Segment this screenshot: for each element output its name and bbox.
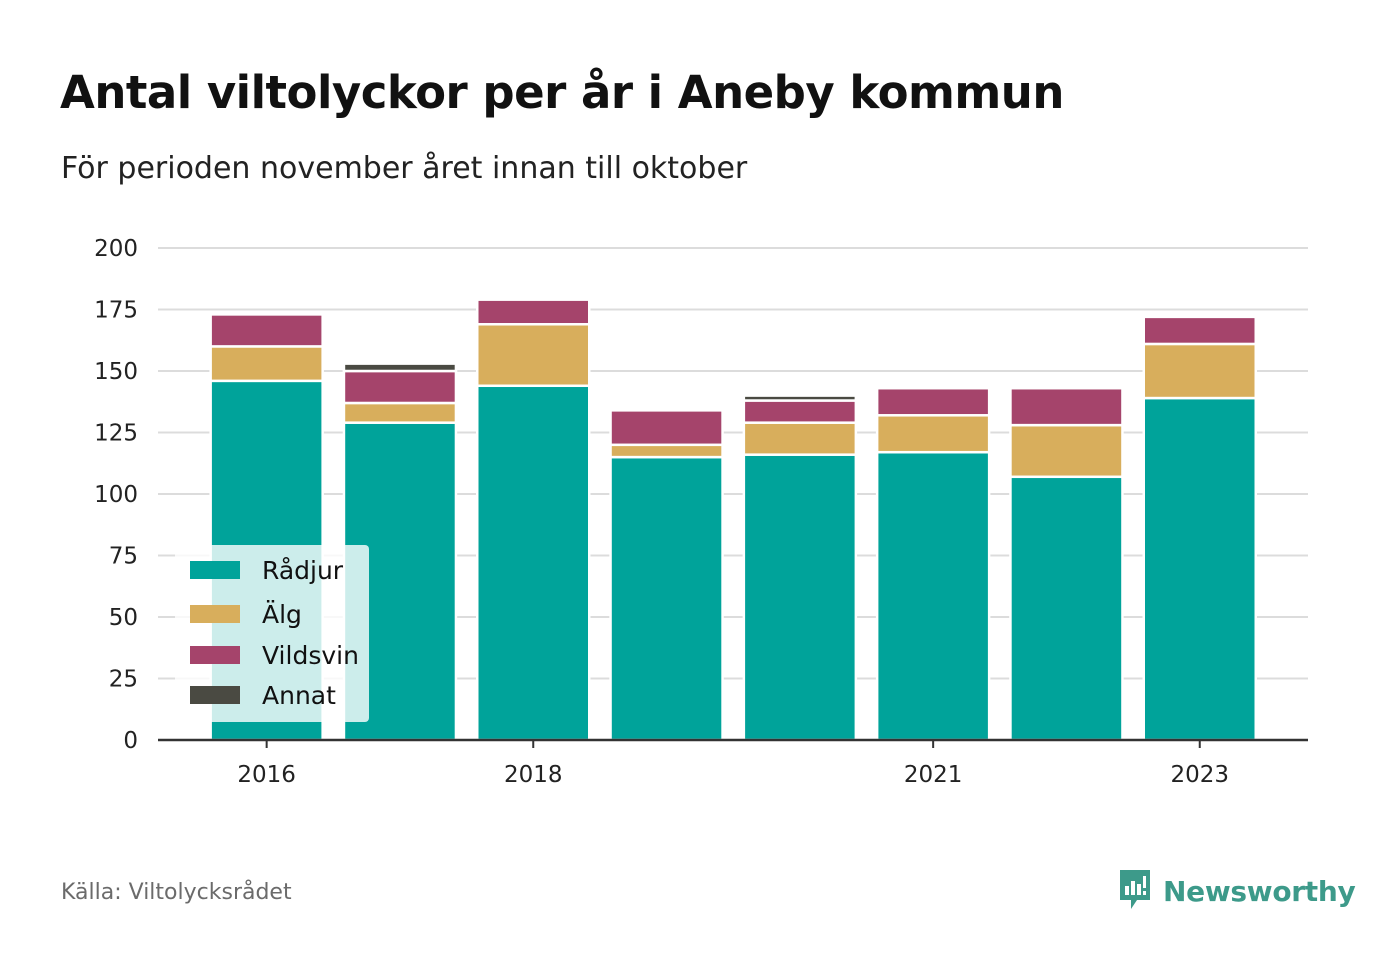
- bar-segment-vildsvin[interactable]: [1009, 386, 1124, 427]
- legend-label[interactable]: Annat: [262, 681, 336, 710]
- bar-segment-älg[interactable]: [742, 421, 858, 456]
- bar-segment-annat[interactable]: [742, 394, 858, 402]
- x-tick-label: 2016: [237, 762, 296, 788]
- newsworthy-logo-icon: [1117, 866, 1153, 916]
- y-tick-label: 100: [94, 482, 138, 508]
- source-note: Källa: Viltolycksrådet: [61, 880, 292, 905]
- bar-stack-2019[interactable]: [609, 409, 724, 742]
- bar-segment-rådjur[interactable]: [875, 450, 991, 742]
- bar-segment-vildsvin[interactable]: [875, 386, 991, 417]
- chart-title: Antal viltolyckor per år i Aneby kommun: [60, 66, 1064, 119]
- y-tick-label: 0: [123, 728, 138, 754]
- legend-label[interactable]: Vildsvin: [262, 641, 359, 670]
- bar-segment-rådjur[interactable]: [609, 455, 724, 742]
- bar-segment-rådjur[interactable]: [1142, 396, 1257, 742]
- bar-segment-rådjur[interactable]: [1009, 475, 1124, 742]
- bar-segment-älg[interactable]: [1009, 423, 1124, 479]
- y-tick-label: 200: [94, 236, 138, 262]
- bar-segment-älg[interactable]: [209, 345, 324, 383]
- y-tick-label: 25: [109, 667, 138, 693]
- y-tick-label: 75: [109, 544, 138, 570]
- bar-stack-2021[interactable]: [875, 386, 991, 742]
- bar-segment-vildsvin[interactable]: [609, 409, 724, 447]
- chart-subtitle: För perioden november året innan till ok…: [61, 151, 748, 186]
- x-tick-label: 2023: [1170, 762, 1229, 788]
- y-tick-label: 175: [94, 298, 138, 324]
- bar-segment-älg[interactable]: [342, 401, 458, 424]
- bar-segment-älg[interactable]: [476, 323, 591, 388]
- brand-name: Newsworthy: [1163, 874, 1356, 908]
- bar-segment-vildsvin[interactable]: [342, 369, 458, 405]
- y-axis-ticks: 0 25 50 75 100 125 150 175 200: [94, 236, 138, 754]
- bar-stack-2022[interactable]: [1009, 386, 1124, 742]
- legend-swatch-rådjur: [190, 561, 240, 579]
- x-tick-label: 2021: [904, 762, 963, 788]
- legend: Rådjur Älg Vildsvin Annat: [175, 545, 369, 722]
- bar-segment-älg[interactable]: [609, 443, 724, 459]
- bar-segment-annat[interactable]: [342, 362, 458, 373]
- bar-segment-älg[interactable]: [875, 414, 991, 454]
- bar-segment-vildsvin[interactable]: [209, 313, 324, 348]
- bar-stack-2023[interactable]: [1142, 315, 1257, 742]
- bar-segment-vildsvin[interactable]: [742, 399, 858, 424]
- x-tick-label: 2018: [504, 762, 563, 788]
- y-tick-label: 125: [94, 421, 138, 447]
- bar-segment-rådjur[interactable]: [742, 453, 858, 742]
- legend-swatch-vildsvin: [190, 646, 240, 664]
- brand-logo[interactable]: Newsworthy: [1117, 866, 1356, 916]
- y-tick-label: 50: [109, 605, 138, 631]
- legend-swatch-älg: [190, 605, 240, 623]
- bar-stack-2020[interactable]: [742, 394, 858, 742]
- bar-segment-älg[interactable]: [1142, 342, 1257, 400]
- bar-segment-rådjur[interactable]: [476, 384, 591, 742]
- bar-stack-2018[interactable]: [476, 298, 591, 742]
- legend-label[interactable]: Rådjur: [262, 556, 344, 585]
- legend-box: [175, 545, 369, 722]
- bar-segment-vildsvin[interactable]: [1142, 315, 1257, 346]
- legend-label[interactable]: Älg: [262, 600, 302, 629]
- y-tick-label: 150: [94, 359, 138, 385]
- x-axis-ticks: 2016 2018 2021 2023: [237, 740, 1229, 788]
- legend-swatch-annat: [190, 686, 240, 704]
- bar-segment-vildsvin[interactable]: [476, 298, 591, 326]
